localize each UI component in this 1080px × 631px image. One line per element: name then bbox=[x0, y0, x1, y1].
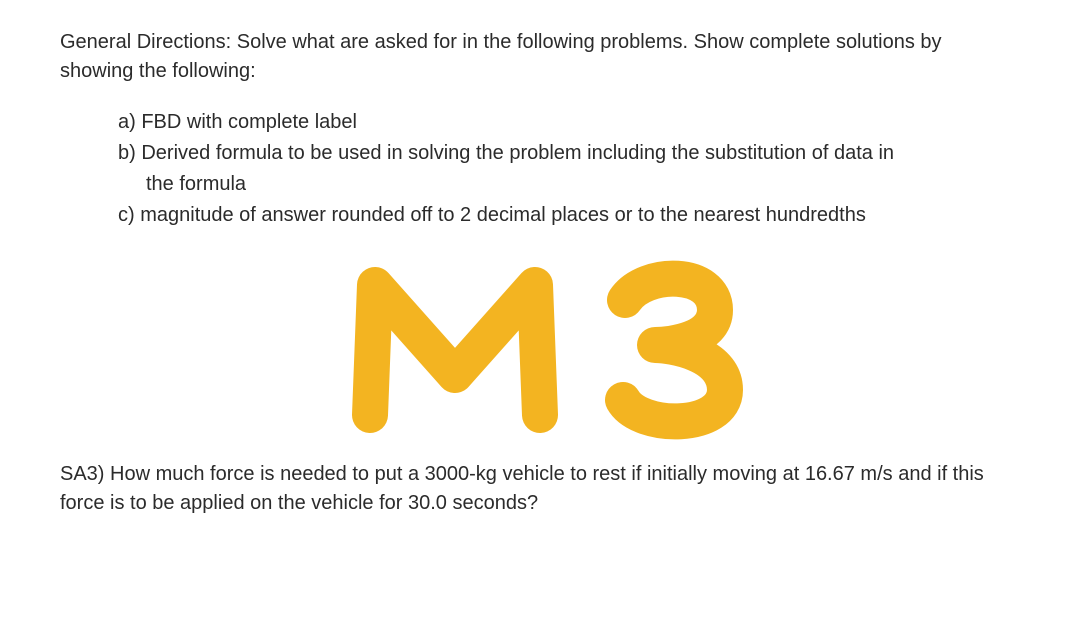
list-item-b-cont: the formula bbox=[146, 170, 1020, 199]
list-item-a: a) FBD with complete label bbox=[118, 108, 1020, 137]
directions-list: a) FBD with complete label b) Derived fo… bbox=[118, 108, 1020, 230]
handwritten-graphic-area bbox=[60, 240, 1020, 450]
question-sa3: SA3) How much force is needed to put a 3… bbox=[60, 460, 1020, 518]
list-item-c: c) magnitude of answer rounded off to 2 … bbox=[118, 201, 1020, 230]
general-directions: General Directions: Solve what are asked… bbox=[60, 28, 1020, 86]
m3-handwriting-icon bbox=[325, 245, 755, 445]
list-item-b: b) Derived formula to be used in solving… bbox=[118, 139, 1020, 168]
